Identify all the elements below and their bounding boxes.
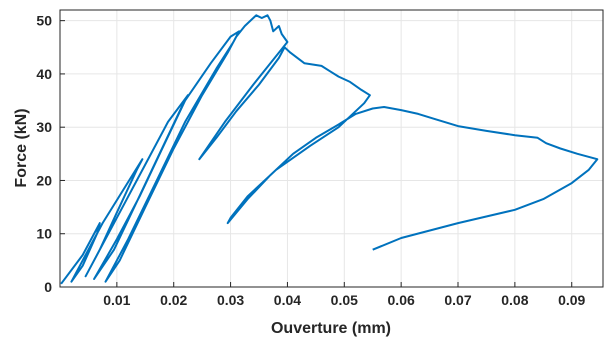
x-tick-label: 0.03 [217, 292, 244, 308]
x-axis-label: Ouverture (mm) [271, 320, 391, 337]
series-layer [60, 14, 599, 285]
y-tick-label: 40 [36, 66, 52, 82]
plot-area-frame [59, 9, 604, 288]
x-tick-label: 0.06 [388, 292, 415, 308]
x-tick-label: 0.07 [444, 292, 471, 308]
x-tick-label: 0.05 [331, 292, 358, 308]
y-tick-labels: 0 10 20 30 40 50 [36, 13, 52, 295]
y-tick-label: 10 [36, 226, 52, 242]
grid [60, 10, 603, 288]
x-tick-label: 0.04 [274, 292, 301, 308]
y-tick-label: 50 [36, 13, 52, 29]
y-tick-label: 30 [36, 119, 52, 135]
y-tick-label: 0 [44, 279, 52, 295]
y-tick-label: 20 [36, 172, 52, 188]
x-tick-label: 0.02 [160, 292, 187, 308]
x-tick-label: 0.08 [501, 292, 528, 308]
axis-ticks [60, 20, 573, 288]
y-axis-label: Force (kN) [13, 108, 30, 187]
x-tick-labels: 0.01 0.02 0.03 0.04 0.05 0.06 0.07 0.08 0.09 [103, 292, 585, 308]
x-tick-label: 0.01 [103, 292, 130, 308]
series-line [60, 14, 599, 285]
x-tick-label: 0.09 [558, 292, 585, 308]
